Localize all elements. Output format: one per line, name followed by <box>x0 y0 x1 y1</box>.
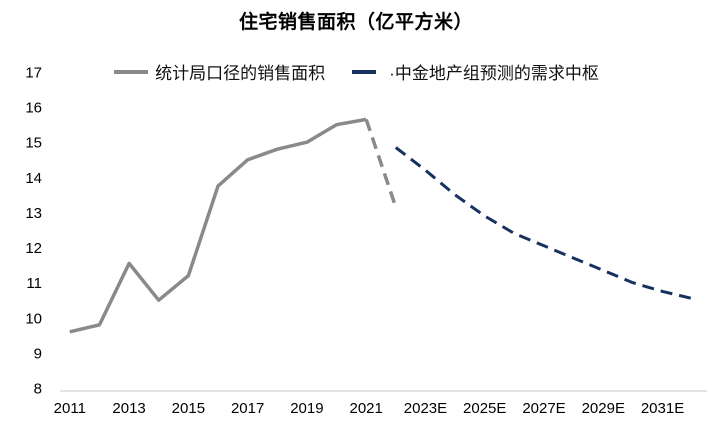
series-line <box>394 146 693 300</box>
chart-legend: 统计局口径的销售面积 ·中金地产组预测的需求中枢 <box>0 59 712 84</box>
legend-label-statistics-bureau: 统计局口径的销售面积 <box>155 64 326 83</box>
y-axis-tick-label: 14 <box>25 170 42 187</box>
x-axis-tick-label: 2011 <box>54 400 86 417</box>
y-axis-tick-label: 9 <box>34 345 42 362</box>
x-axis-tick-label: 2023E <box>404 400 447 417</box>
series-line <box>364 118 398 208</box>
legend-label-cicc-forecast: ·中金地产组预测的需求中枢 <box>389 64 599 83</box>
x-axis-tick-label: 2013 <box>112 400 145 417</box>
x-axis-tick-label: 2027E <box>522 400 565 417</box>
y-axis-tick-label: 17 <box>25 65 42 82</box>
series-line <box>69 117 367 334</box>
chart-title: 住宅销售面积（亿平方米） <box>238 12 473 33</box>
y-axis-tick-label: 12 <box>25 240 42 257</box>
x-axis-tick-label: 2029E <box>582 400 625 417</box>
x-axis-tick-label: 2025E <box>463 400 506 417</box>
x-axis-tick-label: 2017 <box>231 400 264 417</box>
y-axis-tick-label: 16 <box>25 100 42 117</box>
y-axis-tick-label: 13 <box>25 205 42 222</box>
y-axis-tick-label: 10 <box>25 310 42 327</box>
y-axis-tick-label: 8 <box>34 381 42 398</box>
x-axis-tick-label: 2031E <box>641 400 684 417</box>
legend-item-statistics-bureau: 统计局口径的销售面积 <box>113 59 325 84</box>
y-axis-tick-label: 15 <box>25 135 42 152</box>
x-axis-tick-label: 2019 <box>290 400 323 417</box>
y-axis-tick-label: 11 <box>26 275 42 292</box>
x-axis-tick-label: 2021 <box>349 400 382 417</box>
legend-line-solid-icon <box>114 69 149 74</box>
legend-line-dashed-icon <box>352 69 383 74</box>
legend-item-cicc-forecast: ·中金地产组预测的需求中枢 <box>351 59 599 84</box>
x-axis-tick-label: 2015 <box>172 400 205 417</box>
